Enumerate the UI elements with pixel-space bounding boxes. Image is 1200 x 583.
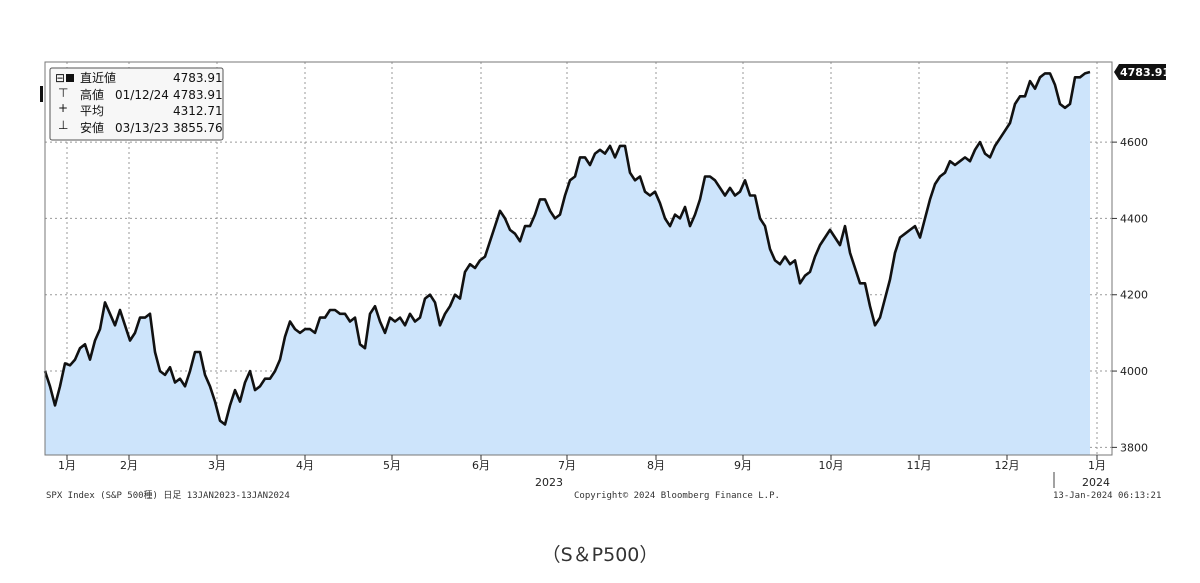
legend-label-high: 高値 [80, 87, 104, 102]
footer-source: SPX Index (S&P 500種) 日足 13JAN2023-13JAN2… [46, 490, 290, 501]
legend-value-low: 3855.76 [173, 121, 223, 135]
x-tick-label: 2月 [120, 459, 138, 472]
price-line-series [43, 70, 1091, 426]
svg-text:+: + [58, 101, 68, 115]
legend-date-low: 03/13/23 [115, 121, 169, 135]
x-tick-label: 5月 [383, 459, 401, 472]
svg-text:⊟: ⊟ [55, 71, 65, 85]
last-value-label: 4783.91 [1120, 66, 1170, 79]
x-tick-label: 8月 [647, 459, 665, 472]
x-tick-label: 1月 [58, 459, 76, 472]
legend-value-latest: 4783.91 [173, 71, 223, 85]
x-tick-label: 7月 [558, 459, 576, 472]
legend-value-average: 4312.71 [173, 104, 223, 118]
legend-date-high: 01/12/24 [115, 88, 169, 102]
legend-value-high: 4783.91 [173, 88, 223, 102]
price-area-fill [45, 72, 1090, 455]
left-edge-marker [40, 86, 43, 102]
x-tick-label: 6月 [472, 459, 490, 472]
legend-label-average: 平均 [80, 104, 104, 118]
footer-copyright: Copyright© 2024 Bloomberg Finance L.P. [574, 491, 780, 501]
y-tick-label: 4600 [1120, 136, 1148, 149]
x-tick-label: 1月 [1088, 459, 1106, 472]
footer-timestamp: 13-Jan-2024 06:13:21 [1053, 491, 1161, 501]
year-label-2023: 2023 [535, 476, 563, 489]
last-value-marker: 4783.91 [1114, 63, 1170, 80]
x-tick-label: 10月 [819, 459, 844, 472]
x-tick-label: 12月 [995, 459, 1020, 472]
y-tick-label: 3800 [1120, 441, 1148, 454]
year-label-2024: 2024 [1082, 476, 1110, 489]
y-tick-label: 4200 [1120, 289, 1148, 302]
x-tick-label: 11月 [907, 459, 932, 472]
legend-label-low: 安値 [80, 120, 104, 135]
y-tick-label: 4400 [1120, 212, 1148, 225]
x-tick-label: 4月 [296, 459, 314, 472]
y-tick-label: 4000 [1120, 365, 1148, 378]
plot-frame [44, 61, 1113, 456]
x-axis-ticks: 1月 2月 3月 4月 5月 6月 7月 8月 9月 10月 11月 12月 1月 [58, 455, 1106, 472]
legend-series-swatch [66, 74, 74, 82]
x-tick-label: 3月 [208, 459, 226, 472]
legend-box: ⊟ ⊤ + ⊥ 直近値 4783.91 高値 01/12/24 4783.91 … [49, 67, 224, 141]
svg-text:⊤: ⊤ [58, 86, 68, 100]
legend-label-latest: 直近値 [80, 70, 116, 85]
chart-caption: （S＆P500） [541, 544, 659, 566]
x-tick-label: 9月 [734, 459, 752, 472]
svg-text:⊥: ⊥ [58, 118, 68, 132]
y-axis-ticks: 3800 4000 4200 4400 4600 [1112, 136, 1148, 454]
